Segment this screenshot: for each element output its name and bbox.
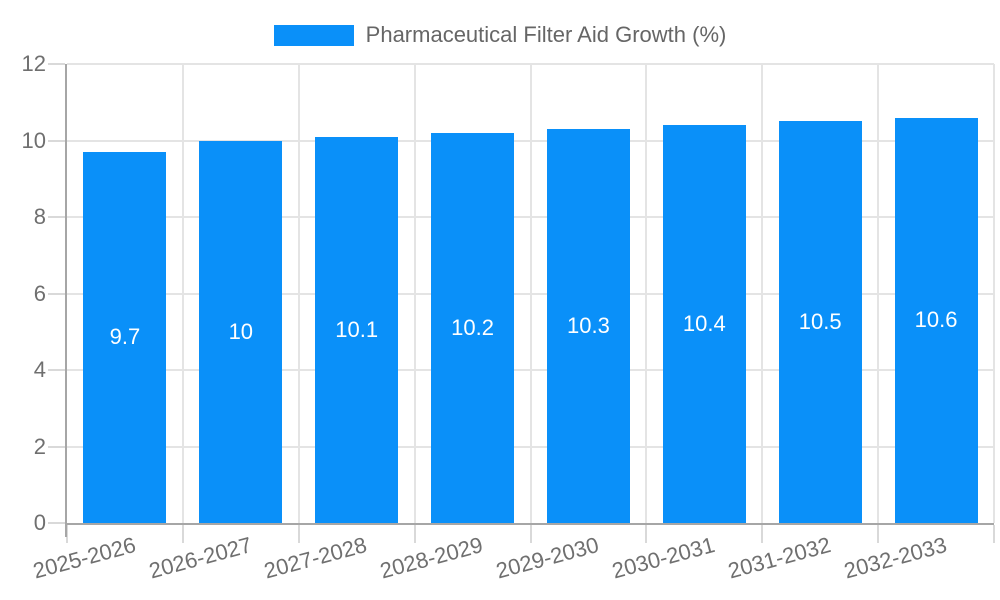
x-tick-mark: [413, 525, 416, 543]
y-tick-mark: [48, 139, 65, 142]
y-tick-label: 4: [33, 357, 46, 382]
y-tick-mark: [48, 292, 65, 295]
y-tick-label: 0: [33, 510, 46, 535]
x-tick-mark: [297, 525, 300, 543]
y-tick-mark: [48, 445, 65, 448]
bar[interactable]: 10.3: [546, 129, 630, 523]
bar[interactable]: 10: [199, 140, 283, 523]
x-tick-mark: [181, 525, 184, 543]
y-axis-line: [65, 64, 67, 537]
gridline-vertical: [645, 64, 648, 523]
legend-item[interactable]: Pharmaceutical Filter Aid Growth (%): [0, 24, 1000, 46]
gridline-vertical: [529, 64, 532, 523]
y-tick-mark: [48, 216, 65, 218]
y-tick-mark: [48, 522, 65, 524]
x-tick-mark: [66, 525, 68, 543]
x-tick-label: 2031-2032: [725, 532, 834, 584]
y-tick-label: 6: [33, 280, 46, 306]
bar-value-label: 9.7: [109, 324, 141, 350]
x-tick-mark: [761, 525, 764, 543]
bar[interactable]: 10.5: [778, 121, 862, 523]
gridline-vertical: [297, 64, 300, 523]
gridline-vertical: [993, 64, 995, 523]
bar[interactable]: 10.6: [894, 117, 978, 523]
x-tick-label: 2029-2030: [493, 532, 602, 584]
x-tick-mark: [529, 525, 532, 543]
x-tick-label: 2026-2027: [145, 532, 255, 584]
x-tick-label: 2032-2033: [841, 532, 950, 584]
y-tick-label: 2: [33, 433, 46, 459]
x-axis-line: [65, 523, 994, 525]
y-tick-label: 10: [21, 127, 46, 153]
gridline-vertical: [761, 64, 764, 523]
bar-value-label: 10: [228, 318, 254, 344]
bar[interactable]: 10.1: [315, 136, 399, 523]
bar[interactable]: 9.7: [83, 151, 167, 523]
x-tick-mark: [993, 525, 995, 543]
y-tick-label: 8: [33, 204, 46, 229]
x-tick-label: 2030-2031: [609, 532, 718, 584]
bar-value-label: 10.6: [914, 307, 958, 333]
bar-value-label: 10.3: [567, 313, 610, 338]
gridline-vertical: [181, 64, 184, 523]
gridline-vertical: [877, 64, 880, 523]
gridline-vertical: [413, 64, 416, 523]
y-tick-label: 12: [21, 51, 46, 76]
bar-value-label: 10.2: [451, 314, 494, 340]
x-tick-mark: [877, 525, 880, 543]
legend-label: Pharmaceutical Filter Aid Growth (%): [365, 22, 727, 47]
y-tick-mark: [48, 63, 65, 65]
x-tick-label: 2028-2029: [377, 532, 486, 584]
x-tick-mark: [645, 525, 648, 543]
x-tick-label: 2025-2026: [30, 532, 139, 584]
bar[interactable]: 10.4: [662, 125, 746, 523]
bar-value-label: 10.5: [798, 309, 842, 335]
legend-swatch-icon: [273, 24, 354, 46]
bar-value-label: 10.4: [682, 311, 726, 337]
bar-value-label: 10.1: [335, 316, 379, 342]
bar[interactable]: 10.2: [431, 132, 515, 523]
x-tick-label: 2027-2028: [261, 532, 370, 584]
y-tick-mark: [48, 369, 65, 371]
